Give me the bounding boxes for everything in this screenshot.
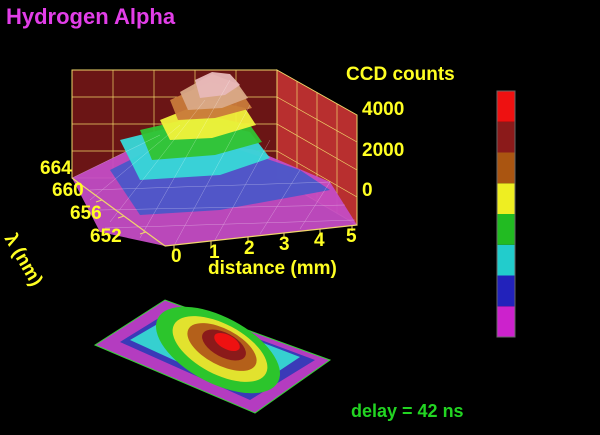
y-tick-label: 656: [70, 203, 102, 224]
z-tick-label: 4000: [362, 99, 405, 120]
x-tick-label: 3: [279, 234, 290, 255]
colorbar-segment: [497, 91, 515, 122]
delay-label: delay = 42 ns: [351, 401, 464, 421]
x-axis-title: distance (mm): [208, 258, 337, 279]
colorbar-segment: [497, 152, 515, 184]
x-tick-label: 2: [244, 238, 255, 259]
colorbar-segment: [497, 306, 515, 337]
x-tick-label: 4: [314, 230, 325, 251]
colorbar-border: [496, 90, 516, 338]
x-tick-label: 0: [171, 246, 182, 267]
colorbar-segment: [497, 214, 515, 245]
z-tick-label: 0: [362, 180, 373, 201]
y-tick-label: 652: [90, 226, 122, 247]
colorbar-segment: [497, 183, 515, 214]
axis-ticks: [73, 183, 353, 251]
surface-mesh-lines: [71, 79, 356, 245]
y-tick-label: 664: [40, 158, 72, 179]
colorbar-segment: [497, 275, 515, 307]
colorbar: [496, 90, 516, 338]
x-tick-label: 1: [209, 242, 220, 263]
surface-peak: [195, 72, 240, 98]
y-tick-label: 660: [52, 180, 84, 201]
colorbar-segment: [497, 244, 515, 276]
colorbar-segment: [497, 121, 515, 153]
box-front-edges: [71, 177, 358, 247]
x-tick-label: 5: [346, 226, 357, 247]
surface-plot: [71, 72, 357, 246]
chart-title: Hydrogen Alpha: [6, 4, 176, 29]
z-tick-label: 2000: [362, 140, 405, 161]
contour-heatmap: [93, 299, 332, 414]
z-axis-title: CCD counts: [346, 64, 455, 85]
heatmap-peak: [214, 332, 240, 352]
